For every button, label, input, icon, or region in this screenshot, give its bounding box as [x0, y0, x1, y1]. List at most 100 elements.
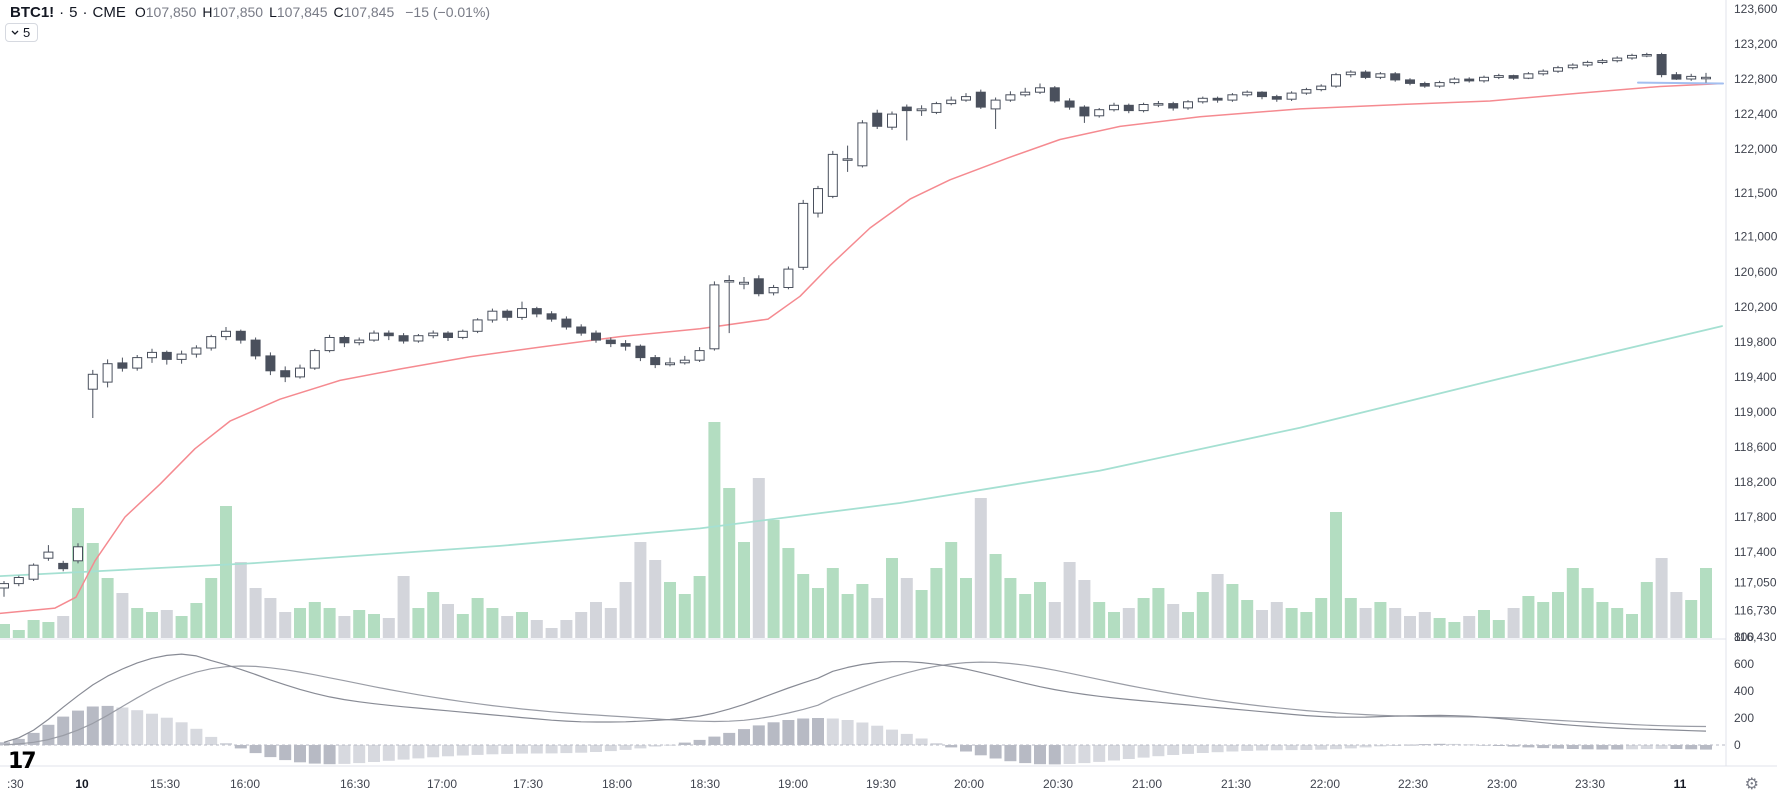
- candle-up: [354, 339, 365, 344]
- close-label: C: [333, 4, 344, 20]
- volume-bar: [1196, 592, 1209, 638]
- volume-bar: [1685, 600, 1698, 638]
- volume-bar: [116, 593, 129, 638]
- candle-up: [768, 287, 779, 294]
- volume-bar: [575, 612, 588, 638]
- macd-histogram-bar: [900, 733, 913, 745]
- candle-up: [102, 363, 113, 383]
- candle-down: [605, 339, 616, 345]
- axis-label: 19:30: [866, 777, 896, 791]
- candle-up: [1109, 104, 1119, 111]
- volume-bars: [0, 422, 1712, 638]
- candle-down: [975, 91, 986, 108]
- volume-bar: [945, 542, 958, 638]
- macd-histogram-bar: [1285, 745, 1298, 751]
- candle-up: [857, 122, 868, 167]
- volume-bar: [826, 568, 839, 638]
- axis-label: 0: [1734, 738, 1741, 752]
- tradingview-logo[interactable]: 17: [8, 749, 37, 774]
- macd-histogram-bar: [1034, 745, 1046, 765]
- volume-bar: [960, 578, 972, 638]
- volume-bar: [1226, 584, 1239, 638]
- macd-histogram-bar: [545, 745, 558, 754]
- candle-down: [1464, 78, 1475, 82]
- volume-bar: [368, 614, 380, 638]
- macd-histogram-bar: [738, 729, 750, 745]
- macd-histogram-bar: [871, 725, 884, 745]
- candle-up: [842, 158, 853, 161]
- candle-up: [428, 332, 439, 337]
- macd-histogram-bar: [501, 745, 514, 754]
- axis-label: 20:30: [1043, 777, 1073, 791]
- axis-label: 10: [75, 777, 89, 791]
- axis-label: 15:30: [150, 777, 180, 791]
- volume-bar: [1063, 562, 1076, 638]
- volume-bar: [1640, 582, 1653, 638]
- candle-down: [1419, 83, 1430, 87]
- macd-histogram-bar: [427, 745, 440, 758]
- symbol-name[interactable]: BTC1!: [10, 4, 55, 21]
- macd-histogram-bar: [516, 745, 528, 754]
- gear-icon[interactable]: ⚙: [1744, 774, 1759, 793]
- candle-up: [1627, 54, 1637, 59]
- axis-label: 123,600: [1734, 2, 1777, 16]
- volume-bar: [693, 576, 706, 638]
- macd-histogram-bar: [1226, 745, 1239, 752]
- macd-histogram-bar: [1196, 745, 1209, 753]
- axis-label: 120,600: [1734, 265, 1777, 279]
- volume-bar: [664, 582, 676, 638]
- macd-histogram-bar: [234, 745, 247, 749]
- candle-up: [1227, 94, 1238, 101]
- volume-bar: [886, 558, 898, 638]
- volume-bar: [723, 488, 736, 638]
- candle-up: [783, 268, 794, 289]
- candle-down: [591, 332, 601, 341]
- macd-histogram-bar: [1359, 745, 1372, 748]
- candle-down: [1390, 73, 1401, 81]
- volume-bar: [871, 598, 884, 638]
- macd-histogram-bar: [1566, 745, 1579, 749]
- macd-histogram-bar: [205, 736, 218, 745]
- candle-down: [443, 332, 453, 339]
- time-axis-labels: :30 10 15:30 16:00 16:30 17:00 17:30 18:00 18:30…: [7, 777, 1687, 791]
- candle-up: [1375, 73, 1386, 78]
- interval-label[interactable]: 5: [69, 4, 78, 21]
- interval-quick-chip[interactable]: 5: [5, 23, 39, 42]
- candle-down: [1508, 75, 1519, 79]
- exchange-label[interactable]: CME: [92, 4, 126, 21]
- candle-down: [620, 343, 631, 347]
- axis-label: 22:00: [1310, 777, 1340, 791]
- volume-bar: [412, 608, 425, 638]
- volume-bar: [264, 598, 277, 638]
- axis-label: 21:00: [1132, 777, 1162, 791]
- macd-histogram-bar: [767, 722, 780, 745]
- macd-histogram-bar: [1611, 745, 1624, 750]
- candle-down: [1049, 87, 1060, 102]
- candle-up: [487, 310, 498, 321]
- axis-label: 18:00: [602, 777, 632, 791]
- volume-bar: [1433, 618, 1446, 638]
- macd-histogram-bar: [1670, 745, 1683, 749]
- macd-histogram-bar: [856, 722, 869, 745]
- macd-histogram-bar: [264, 745, 277, 758]
- candle-down: [1671, 74, 1682, 80]
- volume-bar: [900, 578, 913, 638]
- volume-bar: [382, 618, 395, 638]
- macd-histogram-bar: [1152, 745, 1165, 757]
- candle-down: [561, 318, 572, 328]
- macd-histogram-bar: [1315, 745, 1328, 750]
- candle-up: [1553, 67, 1563, 72]
- macd-histogram-bar: [915, 738, 928, 745]
- macd-histogram-bar: [456, 745, 469, 756]
- candle-up: [191, 347, 202, 355]
- candle-down: [339, 337, 350, 344]
- candle-up: [916, 108, 927, 112]
- candle-up: [295, 367, 305, 378]
- candle-up: [1345, 71, 1356, 76]
- axis-label: 16:30: [340, 777, 370, 791]
- candle-down: [1064, 100, 1075, 108]
- volume-bar: [1300, 612, 1313, 638]
- macd-histogram-bar: [604, 745, 617, 752]
- symbol-legend[interactable]: BTC1! · 5 · CME O107,850 H107,850 L107,845…: [10, 4, 490, 21]
